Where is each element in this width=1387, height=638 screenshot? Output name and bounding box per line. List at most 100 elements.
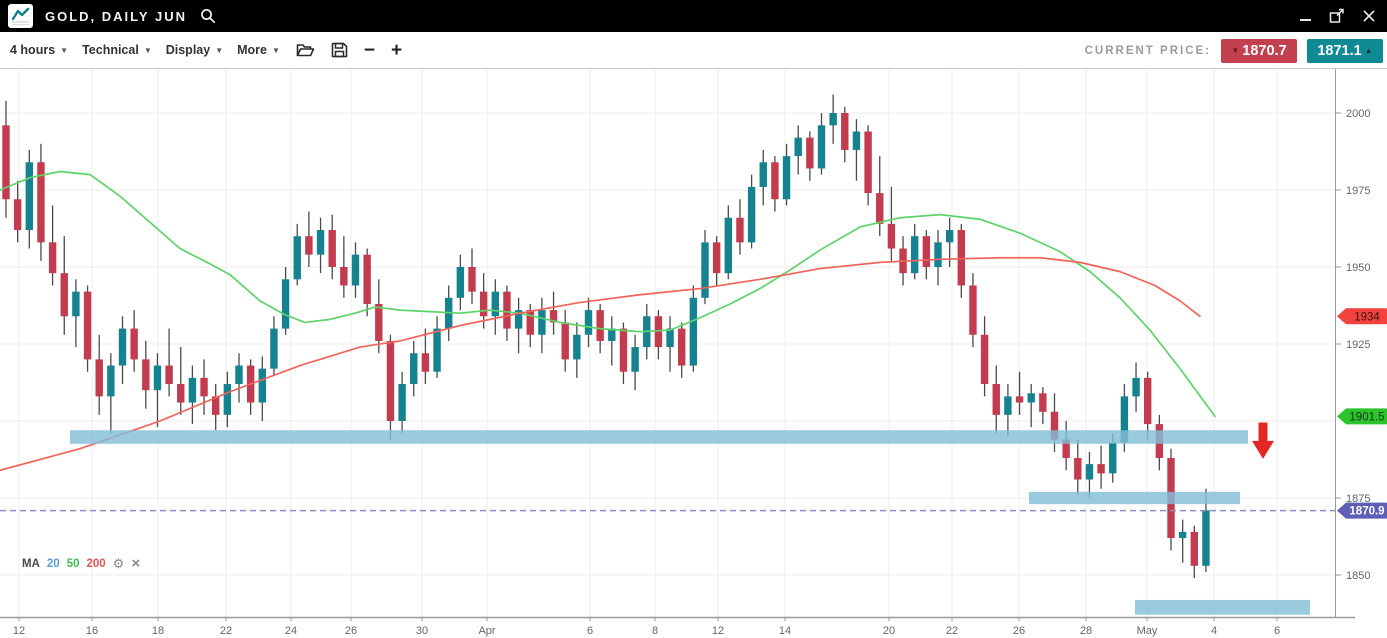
close-indicator-icon[interactable]: × [131, 555, 141, 572]
candlestick-series [2, 94, 1210, 579]
candle [270, 316, 278, 375]
zoom-in-button[interactable]: + [391, 39, 403, 61]
candle [293, 223, 301, 286]
candle [1015, 371, 1024, 415]
candle [701, 230, 709, 304]
candle [724, 205, 732, 280]
candle [386, 334, 395, 440]
candle [142, 340, 150, 409]
candle [235, 353, 243, 403]
candle [922, 230, 931, 280]
down-arrow-annotation[interactable] [1252, 422, 1274, 459]
menu-display[interactable]: Display ▼ [166, 43, 223, 57]
candle [246, 359, 255, 415]
ma200-line [0, 256, 1201, 472]
svg-text:24: 24 [285, 625, 297, 637]
bid-price-badge: ▼ 1870.7 [1221, 38, 1297, 63]
support-zone-2[interactable] [1029, 491, 1240, 505]
svg-text:14: 14 [779, 625, 791, 637]
candle [689, 285, 698, 372]
candle [852, 119, 861, 181]
candle [83, 285, 92, 372]
close-button[interactable] [1361, 8, 1377, 24]
open-folder-icon[interactable] [296, 42, 315, 58]
candle [1004, 384, 1012, 437]
minimize-button[interactable] [1297, 8, 1313, 24]
current-price-box: CURRENT PRICE: ▼ 1870.7 1871.1 ▲ [1085, 32, 1383, 69]
chevron-down-icon: ▼ [60, 46, 69, 55]
svg-text:1975: 1975 [1346, 185, 1370, 197]
timeframe-dropdown[interactable]: 4 hours ▼ [10, 43, 68, 57]
svg-text:8: 8 [652, 625, 658, 637]
candle [421, 328, 430, 385]
candle [328, 214, 336, 280]
candle [375, 279, 383, 354]
candle [188, 365, 197, 425]
svg-text:1901.5: 1901.5 [1349, 411, 1384, 423]
candle [410, 340, 418, 397]
candle [514, 297, 523, 354]
candle [934, 230, 942, 286]
candle [549, 291, 558, 335]
gear-icon[interactable]: ⚙ [112, 555, 125, 571]
candle [305, 211, 313, 267]
candle [212, 384, 220, 431]
candle [969, 273, 977, 348]
support-zone-1[interactable] [70, 430, 1248, 444]
svg-text:2000: 2000 [1346, 108, 1370, 120]
candle [48, 205, 57, 286]
menu-technical[interactable]: Technical ▼ [82, 43, 152, 57]
menu-label: Technical [82, 43, 139, 57]
svg-text:26: 26 [345, 625, 357, 637]
candle [503, 285, 511, 341]
candle [1144, 371, 1152, 440]
candle [631, 334, 639, 391]
menu-label: Display [165, 43, 211, 57]
candle [363, 248, 371, 317]
candle [980, 316, 989, 397]
support-zone-3[interactable] [1135, 599, 1310, 615]
price-tag-1934: 1934 [1337, 308, 1387, 325]
candle [1027, 384, 1035, 428]
price-axis-labels: 2000 1975 1950 1925 1875 1850 [1335, 108, 1370, 582]
candle [456, 254, 465, 311]
popout-button[interactable] [1329, 8, 1345, 24]
candle [130, 310, 138, 372]
candle [1074, 439, 1082, 495]
candle [1039, 387, 1047, 425]
candle [118, 316, 127, 385]
candle [678, 322, 686, 378]
svg-text:16: 16 [86, 625, 98, 637]
svg-text:22: 22 [220, 625, 232, 637]
candle [2, 100, 10, 218]
candle [747, 174, 756, 249]
timeframe-value: 4 hours [10, 43, 56, 57]
candle [992, 365, 1000, 434]
candle [72, 279, 80, 348]
ask-price-value: 1871.1 [1317, 42, 1362, 59]
candle [584, 297, 593, 348]
menu-label: More [237, 43, 267, 57]
candle [666, 316, 674, 372]
svg-text:1875: 1875 [1346, 493, 1370, 505]
candle [200, 359, 208, 415]
zoom-out-button[interactable]: − [363, 39, 376, 61]
ma-period-50: 50 [66, 557, 80, 570]
candle [608, 316, 616, 366]
save-icon[interactable] [331, 42, 348, 58]
candle [316, 217, 325, 274]
candle [37, 143, 45, 261]
arrow-down-icon: ▼ [1231, 46, 1240, 55]
svg-text:6: 6 [1274, 625, 1280, 637]
search-icon[interactable] [197, 5, 219, 27]
menu-more[interactable]: More ▼ [237, 43, 280, 57]
app-logo-chart-icon [8, 4, 33, 28]
candle [712, 236, 721, 286]
candle [957, 223, 965, 298]
candle [165, 328, 173, 397]
candle [841, 106, 849, 163]
svg-text:22: 22 [946, 625, 958, 637]
candle [281, 267, 290, 335]
